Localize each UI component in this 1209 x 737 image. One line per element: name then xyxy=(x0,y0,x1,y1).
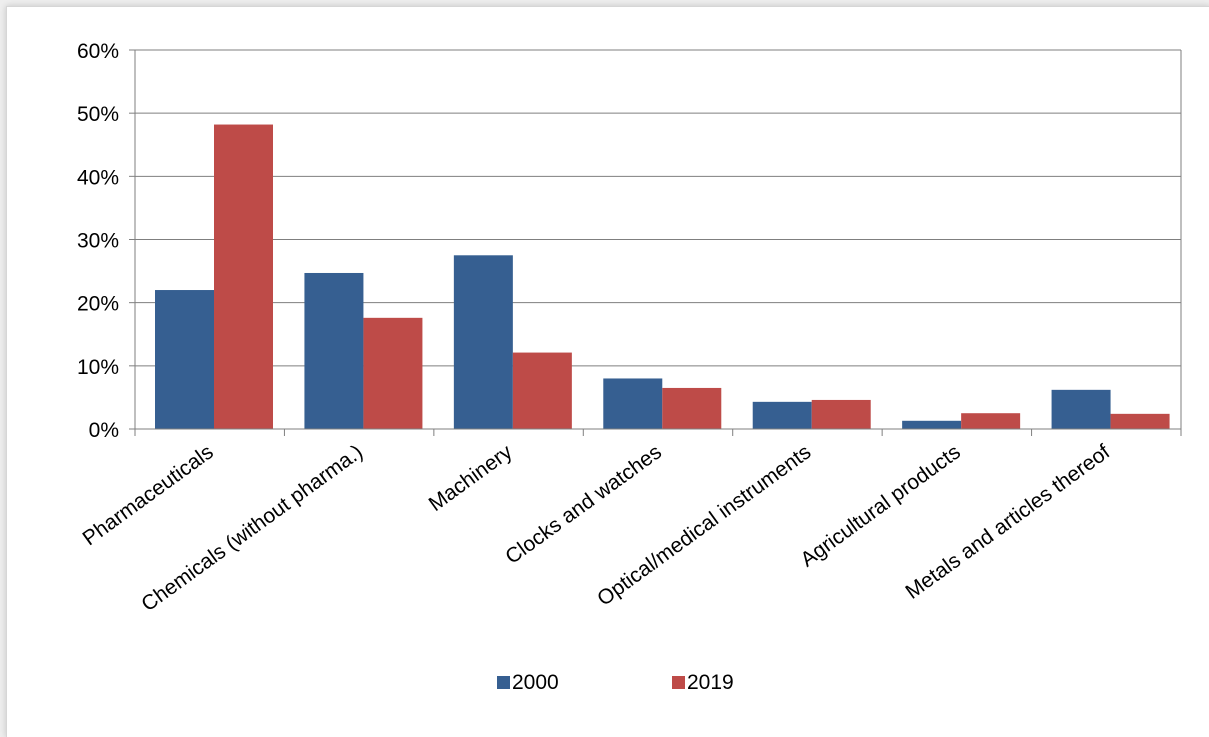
y-tick-label: 20% xyxy=(77,293,119,316)
bar-2000-5 xyxy=(902,420,962,429)
y-tick-label: 60% xyxy=(77,40,119,63)
legend-swatch-2000 xyxy=(497,676,510,689)
bar-2019-2 xyxy=(512,352,572,429)
bar-2000-6 xyxy=(1051,389,1111,429)
x-category-label: Pharmaceuticals xyxy=(79,440,218,550)
bar-2000-1 xyxy=(304,272,364,429)
gridlines xyxy=(135,49,1181,367)
bar-2019-3 xyxy=(662,387,722,429)
legend-label-2000: 2000 xyxy=(512,671,559,694)
bar-2019-5 xyxy=(961,413,1021,429)
y-tick-label: 30% xyxy=(77,230,119,253)
x-category-label: Clocks and watches xyxy=(501,440,666,568)
y-tick-label: 0% xyxy=(89,419,119,442)
bar-2000-3 xyxy=(603,378,663,429)
bar-2019-0 xyxy=(214,124,273,429)
legend-swatch-2019 xyxy=(672,676,685,689)
axes xyxy=(129,49,1182,436)
y-tick-label: 40% xyxy=(77,166,119,189)
legend: 2000 2019 xyxy=(497,671,734,694)
y-tick-label: 50% xyxy=(77,103,119,126)
x-category-label: Agricultural products xyxy=(796,440,964,571)
x-category-label: Machinery xyxy=(425,440,517,516)
bar-2000-4 xyxy=(752,401,812,429)
bar-chart: 0%10%20%30%40%50%60%PharmaceuticalsChemi… xyxy=(77,40,1182,694)
bar-2019-6 xyxy=(1110,413,1170,429)
bars xyxy=(155,124,1170,429)
chart-frame: 0% 10% 20% 30% 40% 50% 60% Pharmaceuticals Chemi… xyxy=(6,6,1209,737)
bar-2019-1 xyxy=(363,317,423,429)
bar-2000-0 xyxy=(155,290,214,429)
y-tick-label: 10% xyxy=(77,356,119,379)
bar-2000-2 xyxy=(453,255,513,429)
legend-label-2019: 2019 xyxy=(687,671,734,694)
bar-2019-4 xyxy=(811,399,871,429)
